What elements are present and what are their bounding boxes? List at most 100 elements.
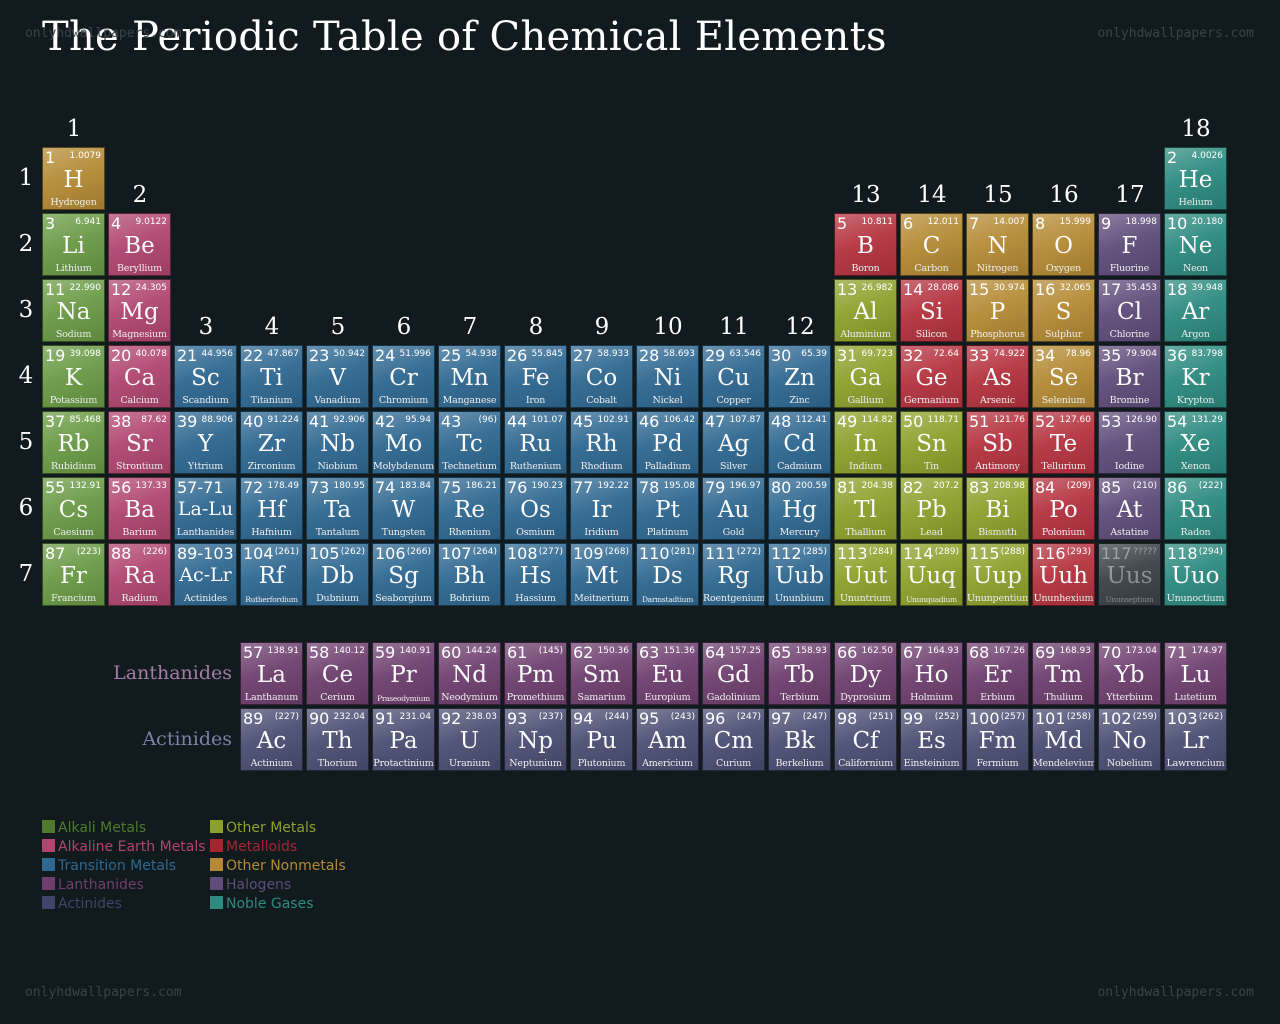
element-cell-cs[interactable]: 55 132.91 Cs Caesium [42,477,105,540]
element-cell-br[interactable]: 35 79.904 Br Bromine [1098,345,1161,408]
element-cell-v[interactable]: 23 50.942 V Vanadium [306,345,369,408]
element-cell-ar[interactable]: 18 39.948 Ar Argon [1164,279,1227,342]
element-cell-ga[interactable]: 31 69.723 Ga Gallium [834,345,897,408]
element-cell-nd[interactable]: 60 144.24 Nd Neodymium [438,642,501,705]
element-cell-fe[interactable]: 26 55.845 Fe Iron [504,345,567,408]
element-cell-yb[interactable]: 70 173.04 Yb Ytterbium [1098,642,1161,705]
element-cell-re[interactable]: 75 186.21 Re Rhenium [438,477,501,540]
element-cell-cr[interactable]: 24 51.996 Cr Chromium [372,345,435,408]
element-cell-au[interactable]: 79 196.97 Au Gold [702,477,765,540]
element-cell-ni[interactable]: 28 58.693 Ni Nickel [636,345,699,408]
element-cell-ac-lr[interactable]: 89-103 Ac-Lr Actinides [174,543,237,606]
element-cell-la-lu[interactable]: 57-71 La-Lu Lanthanides [174,477,237,540]
element-cell-w[interactable]: 74 183.84 W Tungsten [372,477,435,540]
element-cell-pa[interactable]: 91 231.04 Pa Protactinium [372,708,435,771]
element-cell-mt[interactable]: 109 (268) Mt Meitnerium [570,543,633,606]
element-cell-n[interactable]: 7 14.007 N Nitrogen [966,213,1029,276]
element-cell-s[interactable]: 16 32.065 S Sulphur [1032,279,1095,342]
element-cell-tb[interactable]: 65 158.93 Tb Terbium [768,642,831,705]
element-cell-rb[interactable]: 37 85.468 Rb Rubidium [42,411,105,474]
element-cell-lu[interactable]: 71 174.97 Lu Lutetium [1164,642,1227,705]
element-cell-ra[interactable]: 88 (226) Ra Radium [108,543,171,606]
element-cell-am[interactable]: 95 (243) Am Americium [636,708,699,771]
element-cell-h[interactable]: 1 1.0079 H Hydrogen [42,147,105,210]
element-cell-rf[interactable]: 104 (261) Rf Rutherfordium [240,543,303,606]
element-cell-bk[interactable]: 97 (247) Bk Berkelium [768,708,831,771]
element-cell-o[interactable]: 8 15.999 O Oxygen [1032,213,1095,276]
element-cell-db[interactable]: 105 (262) Db Dubnium [306,543,369,606]
element-cell-ho[interactable]: 67 164.93 Ho Holmium [900,642,963,705]
element-cell-ce[interactable]: 58 140.12 Ce Cerium [306,642,369,705]
element-cell-uuq[interactable]: 114 (289) Uuq Ununquadium [900,543,963,606]
element-cell-hf[interactable]: 72 178.49 Hf Hafnium [240,477,303,540]
element-cell-mn[interactable]: 25 54.938 Mn Manganese [438,345,501,408]
element-cell-sg[interactable]: 106 (266) Sg Seaborgium [372,543,435,606]
element-cell-tc[interactable]: 43 (96) Tc Technetium [438,411,501,474]
element-cell-la[interactable]: 57 138.91 La Lanthanum [240,642,303,705]
element-cell-pd[interactable]: 46 106.42 Pd Palladium [636,411,699,474]
element-cell-pr[interactable]: 59 140.91 Pr Praseodymium [372,642,435,705]
element-cell-gd[interactable]: 64 157.25 Gd Gadolinium [702,642,765,705]
element-cell-na[interactable]: 11 22.990 Na Sodium [42,279,105,342]
element-cell-ne[interactable]: 10 20.180 Ne Neon [1164,213,1227,276]
element-cell-ag[interactable]: 47 107.87 Ag Silver [702,411,765,474]
element-cell-zn[interactable]: 30 65.39 Zn Zinc [768,345,831,408]
element-cell-tl[interactable]: 81 204.38 Tl Thallium [834,477,897,540]
element-cell-he[interactable]: 2 4.0026 He Helium [1164,147,1227,210]
element-cell-ti[interactable]: 22 47.867 Ti Titanium [240,345,303,408]
element-cell-i[interactable]: 53 126.90 I Iodine [1098,411,1161,474]
element-cell-sm[interactable]: 62 150.36 Sm Samarium [570,642,633,705]
element-cell-y[interactable]: 39 88.906 Y Yttrium [174,411,237,474]
element-cell-hs[interactable]: 108 (277) Hs Hassium [504,543,567,606]
element-cell-ca[interactable]: 20 40.078 Ca Calcium [108,345,171,408]
element-cell-es[interactable]: 99 (252) Es Einsteinium [900,708,963,771]
element-cell-uuh[interactable]: 116 (293) Uuh Ununhexium [1032,543,1095,606]
element-cell-er[interactable]: 68 167.26 Er Erbium [966,642,1029,705]
element-cell-ds[interactable]: 110 (281) Ds Darmstadtium [636,543,699,606]
element-cell-eu[interactable]: 63 151.36 Eu Europium [636,642,699,705]
element-cell-os[interactable]: 76 190.23 Os Osmium [504,477,567,540]
element-cell-no[interactable]: 102 (259) No Nobelium [1098,708,1161,771]
element-cell-si[interactable]: 14 28.086 Si Silicon [900,279,963,342]
element-cell-rn[interactable]: 86 (222) Rn Radon [1164,477,1227,540]
element-cell-rg[interactable]: 111 (272) Rg Roentgenium [702,543,765,606]
element-cell-kr[interactable]: 36 83.798 Kr Krypton [1164,345,1227,408]
element-cell-f[interactable]: 9 18.998 F Fluorine [1098,213,1161,276]
element-cell-li[interactable]: 3 6.941 Li Lithium [42,213,105,276]
element-cell-uub[interactable]: 112 (285) Uub Ununbium [768,543,831,606]
element-cell-uut[interactable]: 113 (284) Uut Ununtrium [834,543,897,606]
element-cell-sr[interactable]: 38 87.62 Sr Strontium [108,411,171,474]
element-cell-cm[interactable]: 96 (247) Cm Curium [702,708,765,771]
element-cell-p[interactable]: 15 30.974 P Phosphorus [966,279,1029,342]
element-cell-uup[interactable]: 115 (288) Uup Ununpentium [966,543,1029,606]
element-cell-sb[interactable]: 51 121.76 Sb Antimony [966,411,1029,474]
element-cell-al[interactable]: 13 26.982 Al Aluminium [834,279,897,342]
element-cell-np[interactable]: 93 (237) Np Neptunium [504,708,567,771]
element-cell-fm[interactable]: 100 (257) Fm Fermium [966,708,1029,771]
element-cell-mo[interactable]: 42 95.94 Mo Molybdenum [372,411,435,474]
element-cell-uuo[interactable]: 118 (294) Uuo Ununoctium [1164,543,1227,606]
element-cell-pm[interactable]: 61 (145) Pm Promethium [504,642,567,705]
element-cell-zr[interactable]: 40 91.224 Zr Zirconium [240,411,303,474]
element-cell-mg[interactable]: 12 24.305 Mg Magnesium [108,279,171,342]
element-cell-pt[interactable]: 78 195.08 Pt Platinum [636,477,699,540]
element-cell-th[interactable]: 90 232.04 Th Thorium [306,708,369,771]
element-cell-at[interactable]: 85 (210) At Astatine [1098,477,1161,540]
element-cell-u[interactable]: 92 238.03 U Uranium [438,708,501,771]
element-cell-rh[interactable]: 45 102.91 Rh Rhodium [570,411,633,474]
element-cell-ac[interactable]: 89 (227) Ac Actinium [240,708,303,771]
element-cell-b[interactable]: 5 10.811 B Boron [834,213,897,276]
element-cell-se[interactable]: 34 78.96 Se Selenium [1032,345,1095,408]
element-cell-ta[interactable]: 73 180.95 Ta Tantalum [306,477,369,540]
element-cell-ru[interactable]: 44 101.07 Ru Ruthenium [504,411,567,474]
element-cell-pb[interactable]: 82 207.2 Pb Lead [900,477,963,540]
element-cell-sn[interactable]: 50 118.71 Sn Tin [900,411,963,474]
element-cell-tm[interactable]: 69 168.93 Tm Thulium [1032,642,1095,705]
element-cell-bi[interactable]: 83 208.98 Bi Bismuth [966,477,1029,540]
element-cell-ge[interactable]: 32 72.64 Ge Germanium [900,345,963,408]
element-cell-as[interactable]: 33 74.922 As Arsenic [966,345,1029,408]
element-cell-in[interactable]: 49 114.82 In Indium [834,411,897,474]
element-cell-bh[interactable]: 107 (264) Bh Bohrium [438,543,501,606]
element-cell-te[interactable]: 52 127.60 Te Tellurium [1032,411,1095,474]
element-cell-md[interactable]: 101 (258) Md Mendelevium [1032,708,1095,771]
